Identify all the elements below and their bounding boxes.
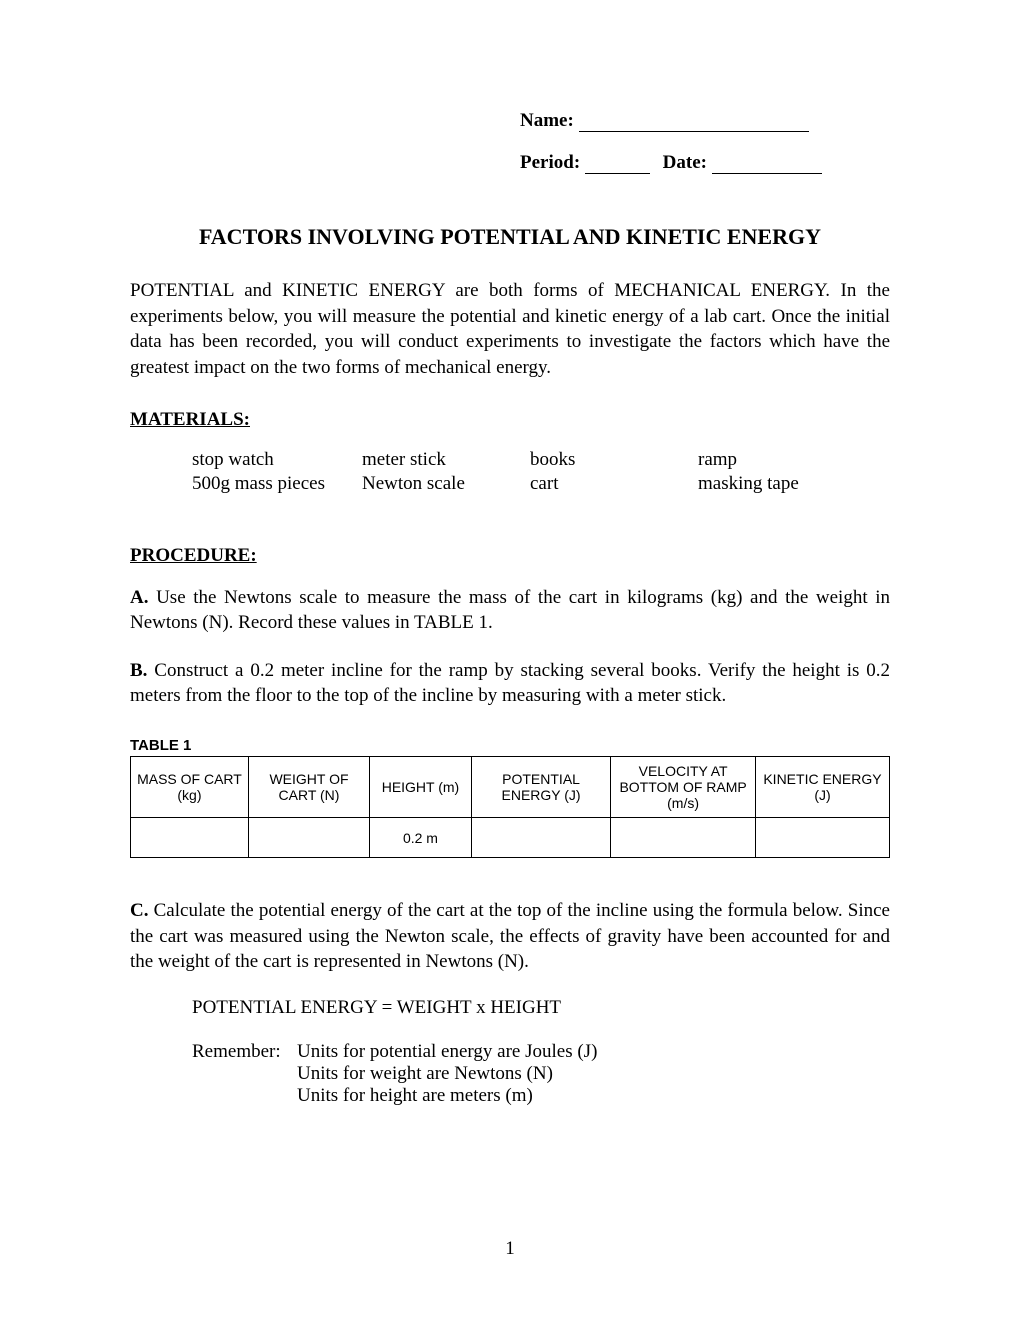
name-field-row: Name: bbox=[520, 110, 890, 132]
step-text: Use the Newtons scale to measure the mas… bbox=[130, 587, 890, 634]
period-blank-line[interactable] bbox=[585, 155, 650, 174]
col-header: WEIGHT OF CART (N) bbox=[248, 757, 369, 818]
procedure-step-a: A. Use the Newtons scale to measure the … bbox=[130, 585, 890, 636]
col-header: POTENTIAL ENERGY (J) bbox=[471, 757, 610, 818]
remember-line: Units for potential energy are Joules (J… bbox=[297, 1041, 597, 1063]
cell-height: 0.2 m bbox=[370, 818, 472, 858]
page-number: 1 bbox=[0, 1238, 1020, 1260]
procedure-heading: PROCEDURE: bbox=[130, 545, 890, 567]
step-letter: B. bbox=[130, 660, 147, 681]
table-row: 0.2 m bbox=[131, 818, 890, 858]
procedure-step-b: B. Construct a 0.2 meter incline for the… bbox=[130, 658, 890, 709]
document-title: FACTORS INVOLVING POTENTIAL AND KINETIC … bbox=[130, 224, 890, 250]
remember-label: Remember: bbox=[192, 1041, 297, 1107]
col-header: KINETIC ENERGY (J) bbox=[755, 757, 889, 818]
period-date-row: Period: Date: bbox=[520, 152, 890, 174]
material-item: 500g mass pieces bbox=[192, 473, 362, 495]
name-label: Name: bbox=[520, 110, 574, 131]
potential-energy-formula: POTENTIAL ENERGY = WEIGHT x HEIGHT bbox=[192, 997, 890, 1019]
col-header: VELOCITY AT BOTTOM OF RAMP (m/s) bbox=[611, 757, 756, 818]
cell-mass[interactable] bbox=[131, 818, 249, 858]
cell-velocity[interactable] bbox=[611, 818, 756, 858]
material-item: ramp bbox=[698, 449, 838, 471]
table-header-row: MASS OF CART (kg) WEIGHT OF CART (N) HEI… bbox=[131, 757, 890, 818]
material-item: stop watch bbox=[192, 449, 362, 471]
date-blank-line[interactable] bbox=[712, 155, 822, 174]
step-text: Construct a 0.2 meter incline for the ra… bbox=[130, 660, 890, 707]
col-header: HEIGHT (m) bbox=[370, 757, 472, 818]
step-letter: C. bbox=[130, 900, 148, 921]
col-header: MASS OF CART (kg) bbox=[131, 757, 249, 818]
materials-heading: MATERIALS: bbox=[130, 409, 890, 431]
step-letter: A. bbox=[130, 587, 148, 608]
material-item: Newton scale bbox=[362, 473, 530, 495]
period-label: Period: bbox=[520, 152, 580, 173]
remember-line: Units for height are meters (m) bbox=[297, 1085, 597, 1107]
material-item: cart bbox=[530, 473, 698, 495]
material-item: masking tape bbox=[698, 473, 838, 495]
name-blank-line[interactable] bbox=[579, 113, 809, 132]
date-label: Date: bbox=[663, 152, 707, 173]
remember-line: Units for weight are Newtons (N) bbox=[297, 1063, 597, 1085]
table1-caption: TABLE 1 bbox=[130, 737, 890, 754]
header-fields: Name: Period: Date: bbox=[520, 110, 890, 174]
table1: MASS OF CART (kg) WEIGHT OF CART (N) HEI… bbox=[130, 756, 890, 858]
cell-potential-energy[interactable] bbox=[471, 818, 610, 858]
material-item: meter stick bbox=[362, 449, 530, 471]
cell-kinetic-energy[interactable] bbox=[755, 818, 889, 858]
material-item: books bbox=[530, 449, 698, 471]
remember-lines: Units for potential energy are Joules (J… bbox=[297, 1041, 597, 1107]
procedure-step-c: C. Calculate the potential energy of the… bbox=[130, 898, 890, 975]
materials-list: stop watch meter stick books ramp 500g m… bbox=[192, 449, 890, 495]
remember-block: Remember: Units for potential energy are… bbox=[192, 1041, 890, 1107]
cell-weight[interactable] bbox=[248, 818, 369, 858]
intro-paragraph: POTENTIAL and KINETIC ENERGY are both fo… bbox=[130, 278, 890, 381]
step-text: Calculate the potential energy of the ca… bbox=[130, 900, 890, 972]
